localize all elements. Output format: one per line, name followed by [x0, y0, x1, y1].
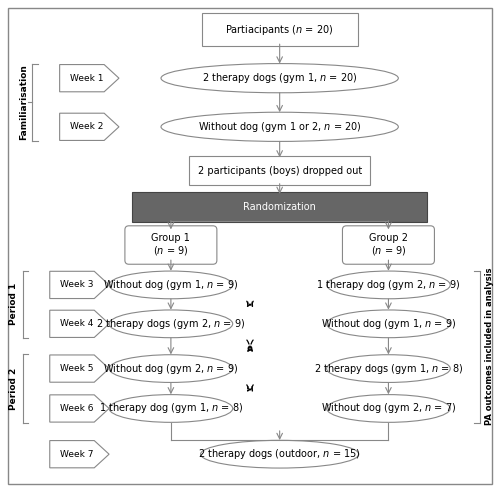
Text: Week 1: Week 1 [70, 74, 103, 83]
Ellipse shape [326, 395, 450, 422]
Ellipse shape [109, 395, 232, 422]
Text: Without dog (gym 1, $n$ = 9): Without dog (gym 1, $n$ = 9) [321, 317, 456, 331]
FancyBboxPatch shape [189, 156, 370, 185]
Text: Randomization: Randomization [243, 202, 316, 212]
Ellipse shape [109, 271, 232, 299]
Text: 2 therapy dogs (gym 1, $n$ = 8): 2 therapy dogs (gym 1, $n$ = 8) [314, 362, 463, 375]
Text: Group 2
($n$ = 9): Group 2 ($n$ = 9) [369, 233, 408, 257]
Ellipse shape [109, 310, 232, 338]
Text: Without dog (gym 2, $n$ = 9): Without dog (gym 2, $n$ = 9) [103, 362, 238, 375]
Text: 2 therapy dogs (outdoor, $n$ = 15): 2 therapy dogs (outdoor, $n$ = 15) [198, 447, 361, 461]
Polygon shape [50, 355, 109, 382]
Text: Period 2: Period 2 [9, 368, 18, 410]
FancyArrowPatch shape [248, 385, 253, 391]
Text: Week 2: Week 2 [70, 123, 103, 131]
Text: 2 therapy dogs (gym 2, $n$ = 9): 2 therapy dogs (gym 2, $n$ = 9) [96, 317, 246, 331]
Text: 1 therapy dog (gym 1, $n$ = 8): 1 therapy dog (gym 1, $n$ = 8) [99, 401, 243, 415]
Text: Familiarisation: Familiarisation [19, 64, 28, 140]
Polygon shape [60, 113, 119, 140]
Text: Week 5: Week 5 [60, 364, 94, 373]
Ellipse shape [200, 440, 359, 468]
Text: Week 4: Week 4 [60, 319, 94, 328]
Text: Without dog (gym 2, $n$ = 7): Without dog (gym 2, $n$ = 7) [321, 401, 456, 415]
Text: Without dog (gym 1, $n$ = 9): Without dog (gym 1, $n$ = 9) [103, 278, 238, 292]
FancyArrowPatch shape [248, 340, 253, 351]
FancyArrowPatch shape [247, 385, 252, 391]
FancyBboxPatch shape [132, 192, 427, 222]
FancyBboxPatch shape [125, 226, 217, 264]
Text: Without dog (gym 1 or 2, $n$ = 20): Without dog (gym 1 or 2, $n$ = 20) [198, 120, 362, 134]
Text: PA outcomes included in analysis: PA outcomes included in analysis [486, 268, 494, 426]
FancyArrowPatch shape [249, 301, 253, 307]
FancyArrowPatch shape [247, 301, 251, 307]
FancyBboxPatch shape [342, 226, 434, 264]
Ellipse shape [326, 355, 450, 382]
Text: Period 1: Period 1 [9, 283, 18, 326]
Text: Week 7: Week 7 [60, 450, 94, 459]
FancyBboxPatch shape [202, 13, 358, 46]
FancyBboxPatch shape [8, 8, 492, 484]
Ellipse shape [161, 112, 398, 141]
Text: Week 6: Week 6 [60, 404, 94, 413]
Text: 2 therapy dogs (gym 1, $n$ = 20): 2 therapy dogs (gym 1, $n$ = 20) [202, 71, 358, 85]
Ellipse shape [109, 355, 232, 382]
Polygon shape [50, 310, 109, 338]
Polygon shape [50, 440, 109, 468]
Ellipse shape [161, 63, 398, 93]
Text: Group 1
($n$ = 9): Group 1 ($n$ = 9) [152, 233, 190, 257]
Text: Partiacipants ($n$ = 20): Partiacipants ($n$ = 20) [226, 23, 334, 36]
Polygon shape [60, 64, 119, 92]
Ellipse shape [326, 271, 450, 299]
Polygon shape [50, 395, 109, 422]
Text: 2 participants (boys) dropped out: 2 participants (boys) dropped out [198, 166, 362, 176]
Text: Week 3: Week 3 [60, 280, 94, 289]
Ellipse shape [326, 310, 450, 338]
Text: 1 therapy dog (gym 2, $n$ = 9): 1 therapy dog (gym 2, $n$ = 9) [316, 278, 460, 292]
FancyArrowPatch shape [247, 340, 252, 351]
Polygon shape [50, 271, 109, 299]
